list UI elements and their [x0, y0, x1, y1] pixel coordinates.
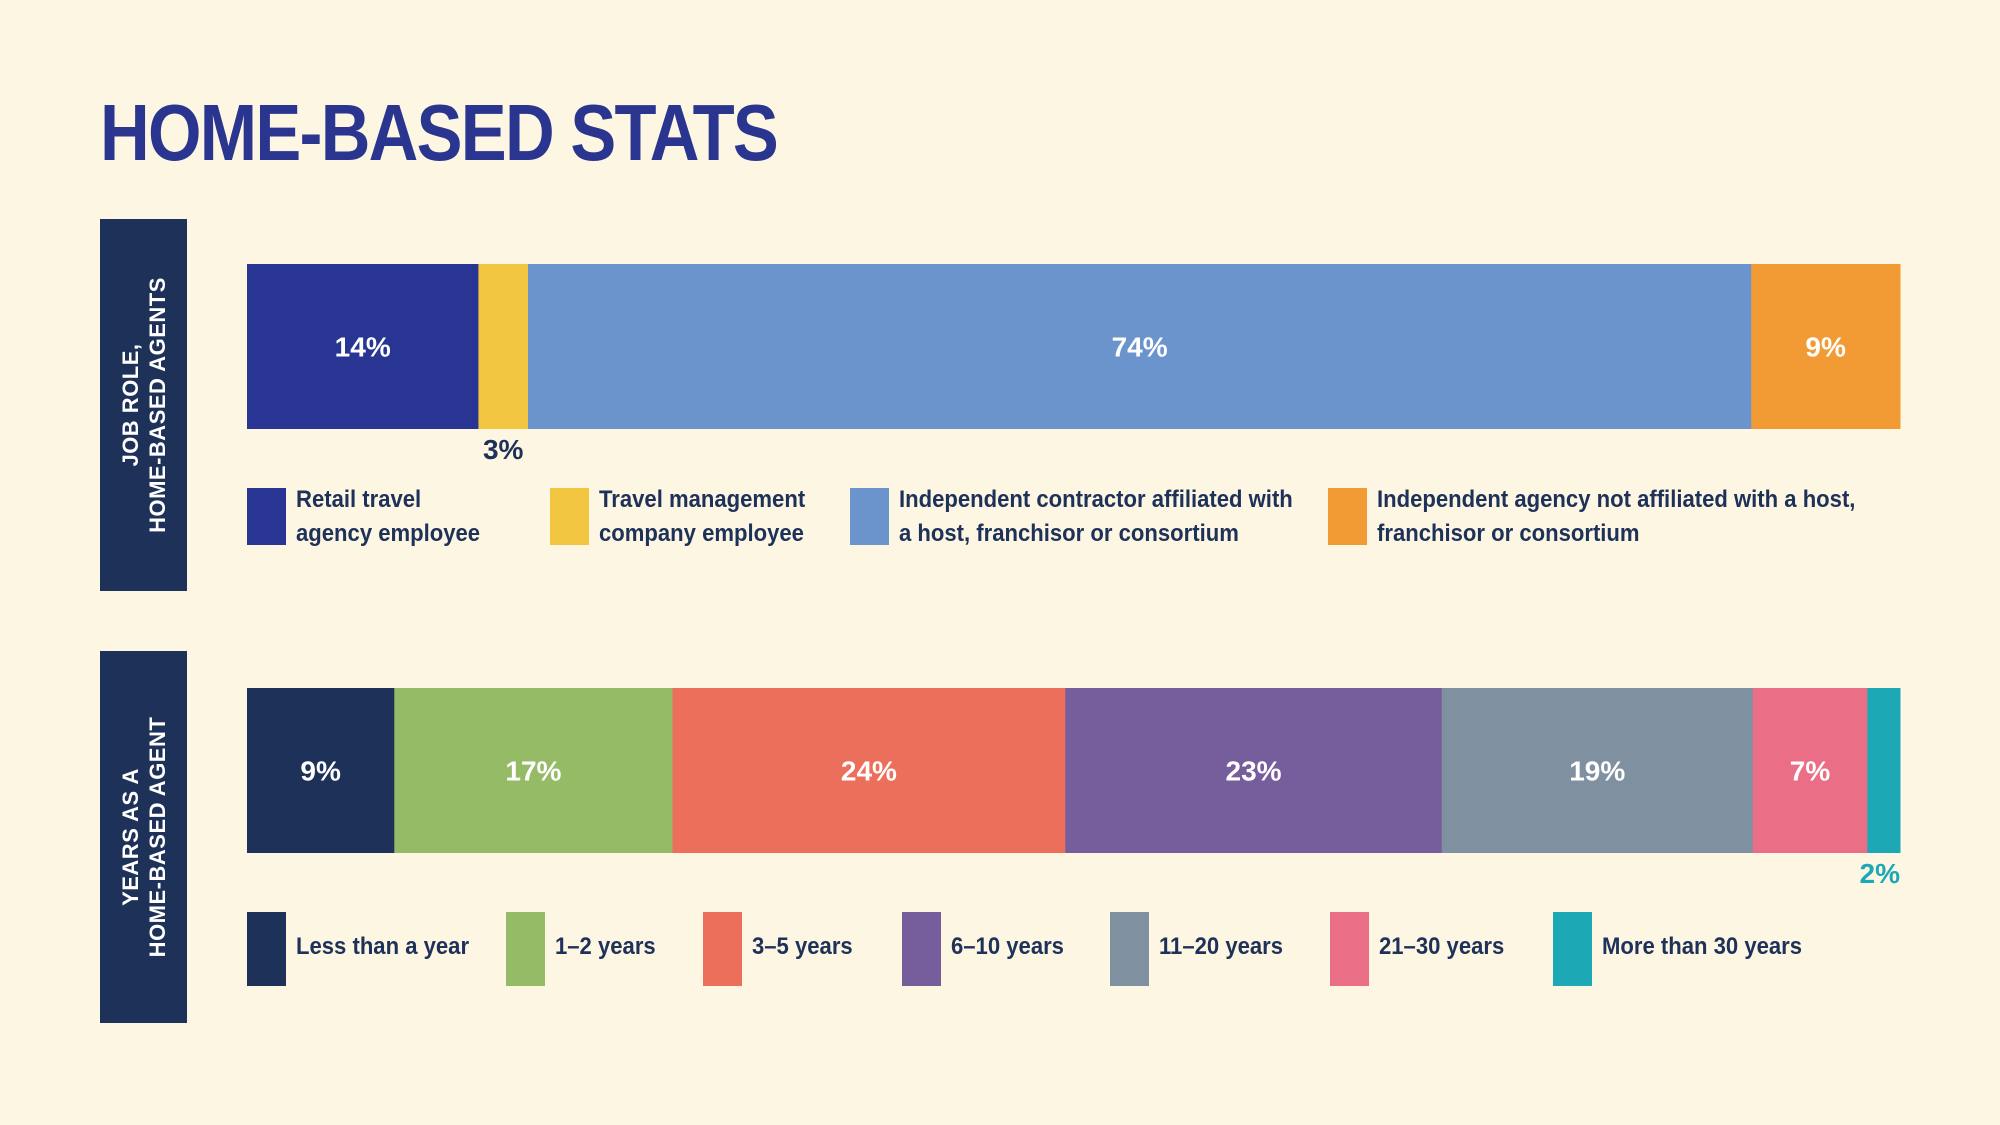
data-label: 74%: [1112, 332, 1168, 363]
legend-swatch: [703, 912, 742, 986]
legend-item: 6–10 years: [902, 912, 1074, 986]
bar-segment: [247, 688, 395, 853]
legend-item: 11–20 years: [1110, 912, 1294, 986]
legend-item: Independent agency not affiliated with a…: [1328, 486, 1897, 551]
bar-segment: [1867, 688, 1901, 853]
legend-swatch: [1553, 912, 1592, 986]
data-label: 2%: [1860, 858, 1901, 889]
data-label: 9%: [300, 756, 341, 787]
legend-swatch: [506, 912, 545, 986]
data-label: 23%: [1226, 756, 1282, 787]
bar-segment: [1441, 688, 1754, 853]
data-label: 19%: [1569, 756, 1625, 787]
data-label: 17%: [505, 756, 561, 787]
legend-item: Independent contractor affiliated with a…: [850, 486, 1327, 551]
legend-swatch: [850, 488, 889, 545]
data-label: 7%: [1790, 756, 1831, 787]
legend-item: Retail travel agency employee: [247, 486, 496, 551]
bar-segment: [247, 264, 479, 429]
legend-swatch: [1328, 488, 1367, 545]
bar-segment: [394, 688, 674, 853]
legend-label: 11–20 years: [1159, 933, 1284, 960]
bar-segment: [672, 688, 1066, 853]
data-label: 3%: [483, 434, 524, 465]
legend-swatch: [1110, 912, 1149, 986]
legend-swatch: [247, 488, 286, 545]
legend-swatch: [902, 912, 941, 986]
legend-label: 6–10 years: [951, 933, 1064, 960]
bar-segment: [1751, 264, 1901, 429]
legend-label: 3–5 years: [752, 933, 853, 960]
legend-swatch: [1330, 912, 1369, 986]
legend-item: 3–5 years: [703, 912, 861, 986]
legend-label: More than 30 years: [1602, 933, 1803, 960]
data-label: 14%: [335, 332, 391, 363]
years-side-label: YEARS AS A HOME-BASED AGENT: [100, 651, 187, 1023]
bar-segment: [528, 264, 1752, 429]
bar-segment: [1752, 688, 1868, 853]
legend-item: More than 30 years: [1553, 912, 1819, 986]
legend-label: Independent agency not affiliated with a…: [1377, 486, 1856, 547]
legend-label: Travel management company employee: [599, 486, 806, 547]
legend-label: Independent contractor affiliated with a…: [899, 486, 1293, 547]
page-title: HOME-BASED STATS: [100, 88, 779, 177]
legend-label: 21–30 years: [1379, 933, 1505, 960]
legend-item: Travel management company employee: [550, 486, 823, 551]
data-label: 24%: [841, 756, 897, 787]
legend-label: 1–2 years: [555, 933, 656, 960]
legend-item: 1–2 years: [506, 912, 664, 986]
bar-segment: [478, 264, 529, 429]
legend-swatch: [550, 488, 589, 545]
bar-segment: [1065, 688, 1443, 853]
legend-label: Less than a year: [296, 933, 470, 960]
legend-item: 21–30 years: [1330, 912, 1515, 986]
legend-label: Retail travel agency employee: [296, 486, 481, 547]
data-label: 9%: [1805, 332, 1846, 363]
legend-item: Less than a year: [247, 912, 484, 986]
job-role-side-label: JOB ROLE, HOME-BASED AGENTS: [100, 219, 187, 591]
legend-swatch: [247, 912, 286, 986]
